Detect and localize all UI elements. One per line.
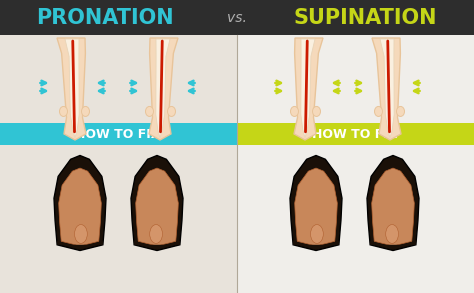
Polygon shape [372, 38, 401, 140]
Ellipse shape [167, 106, 175, 116]
Polygon shape [131, 156, 183, 251]
Polygon shape [65, 39, 79, 138]
Ellipse shape [60, 106, 67, 116]
Polygon shape [367, 156, 419, 251]
Polygon shape [370, 241, 416, 248]
Polygon shape [134, 241, 180, 248]
Text: HOW TO FIX: HOW TO FIX [75, 127, 161, 141]
Polygon shape [54, 156, 106, 251]
Polygon shape [293, 241, 339, 248]
Bar [0, 123, 237, 145]
Ellipse shape [82, 106, 90, 116]
Bar [0, 35, 237, 293]
Ellipse shape [374, 106, 383, 116]
Text: SUPINATION: SUPINATION [293, 8, 437, 28]
Polygon shape [301, 39, 315, 138]
Ellipse shape [74, 224, 87, 243]
Text: vs.: vs. [227, 11, 247, 25]
Polygon shape [57, 241, 103, 248]
Polygon shape [372, 168, 414, 246]
Polygon shape [294, 38, 323, 140]
Polygon shape [57, 38, 86, 140]
Ellipse shape [312, 106, 320, 116]
Polygon shape [156, 39, 170, 138]
Polygon shape [149, 38, 178, 140]
Polygon shape [380, 39, 394, 138]
Polygon shape [290, 156, 342, 251]
Text: HOW TO FIX: HOW TO FIX [312, 127, 398, 141]
Ellipse shape [386, 224, 399, 243]
Ellipse shape [150, 224, 163, 243]
Bar [0, 0, 474, 35]
Polygon shape [295, 168, 337, 246]
Ellipse shape [310, 224, 323, 243]
Ellipse shape [396, 106, 404, 116]
Polygon shape [59, 168, 101, 246]
Bar [237, 35, 474, 293]
Polygon shape [136, 168, 178, 246]
Bar [237, 123, 474, 145]
Ellipse shape [291, 106, 299, 116]
Ellipse shape [146, 106, 154, 116]
Text: PRONATION: PRONATION [36, 8, 174, 28]
